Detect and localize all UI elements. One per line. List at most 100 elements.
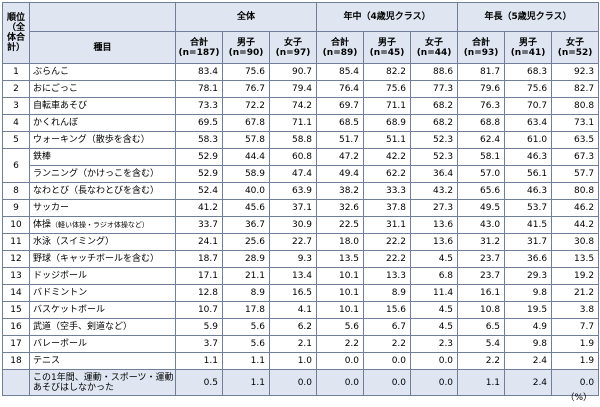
value-cell: 36.6 [504, 250, 553, 268]
subcol-label: 女子 [284, 37, 303, 48]
value-cell: 52.3 [410, 131, 459, 149]
ranking-table: 順位（全体合計） 全体 年中（4歳児クラス） 年長（5歳児クラス） 種目 合計(… [2, 2, 600, 396]
value-cell: 13.6 [410, 216, 459, 234]
value-cell: 4.5 [410, 250, 459, 268]
value-cell: 4.5 [410, 301, 459, 319]
value-cell: 63.4 [504, 114, 553, 132]
value-cell: 1.1 [175, 352, 223, 370]
table-row: 18 テニス 1.1 1.1 1.0 0.0 0.0 0.0 2.2 2.4 1.9 [2, 352, 600, 370]
subcol-n: (n=52) [557, 47, 593, 58]
value-cell: 56.1 [504, 165, 553, 183]
value-cell: 22.7 [268, 233, 318, 251]
item-label: 体操 [33, 220, 52, 230]
value-cell: 10.7 [175, 301, 223, 319]
value-cell: 37.1 [268, 199, 318, 217]
rank-cell: 17 [2, 335, 30, 353]
value-cell: 90.7 [268, 63, 318, 81]
value-cell: 80.8 [551, 182, 600, 200]
value-cell: 31.7 [504, 233, 553, 251]
item-cell: 野球（キャッチボールを含む） [29, 250, 176, 268]
subcol-header: 合計 (n=89) [316, 31, 365, 64]
value-cell: 69.7 [316, 97, 365, 115]
item-cell: 武道（空手、剣道など） [29, 318, 176, 336]
subcol-header: 男子 (n=45) [363, 31, 412, 64]
rank-cell: 6 [2, 148, 30, 183]
item-cell: バドミントン [29, 284, 176, 302]
rank-cell: 1 [2, 63, 30, 81]
subcol-header: 女子 (n=52) [551, 31, 600, 64]
item-cell: バレーボール [29, 335, 176, 353]
item-label: 鉄棒 [33, 152, 52, 162]
value-cell: 46.3 [504, 182, 553, 200]
value-cell: 88.6 [410, 63, 459, 81]
value-cell: 49.4 [316, 165, 365, 183]
value-cell: 4.1 [268, 301, 318, 319]
value-cell: 30.8 [551, 233, 600, 251]
item-cell: ランニング（かけっこを含む） [29, 165, 176, 183]
value-cell: 12.8 [175, 284, 223, 302]
value-cell: 73.1 [551, 114, 600, 132]
value-cell: 7.7 [551, 318, 600, 336]
subcol-label: 男子 [519, 37, 538, 48]
table-row: 15 バスケットボール 10.7 17.8 4.1 10.1 15.6 4.5 10.8 19.5… [2, 301, 600, 319]
value-cell: 58.1 [457, 148, 506, 166]
value-cell: 29.3 [504, 267, 553, 285]
item-label: 野球（キャッチボールを含む） [33, 254, 160, 264]
value-cell: 85.4 [316, 63, 365, 81]
value-cell: 1.1 [222, 352, 270, 370]
value-cell: 70.7 [504, 97, 553, 115]
table-row: 9 サッカー 41.2 45.6 37.1 32.6 37.8 27.3 49.5 53.7 46.… [2, 199, 600, 217]
value-cell: 2.2 [363, 335, 412, 353]
value-cell: 6.7 [363, 318, 412, 336]
value-cell: 32.6 [316, 199, 365, 217]
rank-cell: 8 [2, 182, 30, 200]
value-cell: 79.6 [457, 80, 506, 98]
item-cell: かくれんぼ [29, 114, 176, 132]
subcol-n: (n=45) [369, 47, 405, 58]
value-cell: 2.2 [457, 352, 506, 370]
value-cell: 62.4 [457, 131, 506, 149]
value-cell: 38.2 [316, 182, 365, 200]
value-cell: 0.0 [268, 369, 318, 396]
item-cell: ぶらんこ [29, 63, 176, 81]
value-cell: 13.5 [316, 250, 365, 268]
value-cell: 47.4 [268, 165, 318, 183]
table-row: 12 野球（キャッチボールを含む） 18.7 28.9 9.3 13.5 22.2 4.5 23… [2, 250, 600, 268]
value-cell: 67.8 [222, 114, 270, 132]
rank-cell: 11 [2, 233, 30, 251]
value-cell: 18.0 [316, 233, 365, 251]
value-cell: 2.2 [316, 335, 365, 353]
value-cell: 22.2 [363, 233, 412, 251]
item-cell: 水泳（スイミング） [29, 233, 176, 251]
value-cell: 10.1 [316, 267, 365, 285]
value-cell: 57.8 [222, 131, 270, 149]
value-cell: 57.7 [551, 165, 600, 183]
table-row: 1 ぶらんこ 83.4 75.6 90.7 85.4 82.2 88.6 81.7 68.3 92.… [2, 63, 600, 81]
value-cell: 13.6 [410, 233, 459, 251]
value-cell: 5.4 [457, 335, 506, 353]
item-cell: サッカー [29, 199, 176, 217]
unit-label: （%） [565, 393, 592, 403]
value-cell: 0.0 [551, 369, 600, 396]
value-cell: 67.3 [551, 148, 600, 166]
table-row: ランニング（かけっこを含む） 52.9 58.9 47.4 49.4 62.2 36.4 57… [3, 165, 600, 183]
table-row: 2 おにごっこ 78.1 76.7 79.4 76.4 75.6 77.3 79.6 75.6 82… [2, 80, 600, 98]
value-cell: 42.2 [363, 148, 412, 166]
value-cell: 60.8 [268, 148, 318, 166]
value-cell: 52.9 [175, 148, 223, 166]
value-cell: 71.1 [268, 114, 318, 132]
item-cell-none: この1年間、運動・スポーツ・運動あそびはしなかった [29, 369, 176, 396]
subcol-label: 女子 [425, 37, 444, 48]
value-cell: 9.3 [268, 250, 318, 268]
value-cell: 2.3 [410, 335, 459, 353]
value-cell: 79.4 [268, 80, 318, 98]
value-cell: 68.8 [457, 114, 506, 132]
value-cell: 9.8 [504, 335, 553, 353]
value-cell: 5.6 [316, 318, 365, 336]
value-cell: 68.3 [504, 63, 553, 81]
value-cell: 81.7 [457, 63, 506, 81]
value-cell: 0.5 [175, 369, 223, 396]
value-cell: 18.7 [175, 250, 223, 268]
subcol-n: (n=97) [275, 47, 311, 58]
item-label: バドミントン [33, 288, 88, 298]
